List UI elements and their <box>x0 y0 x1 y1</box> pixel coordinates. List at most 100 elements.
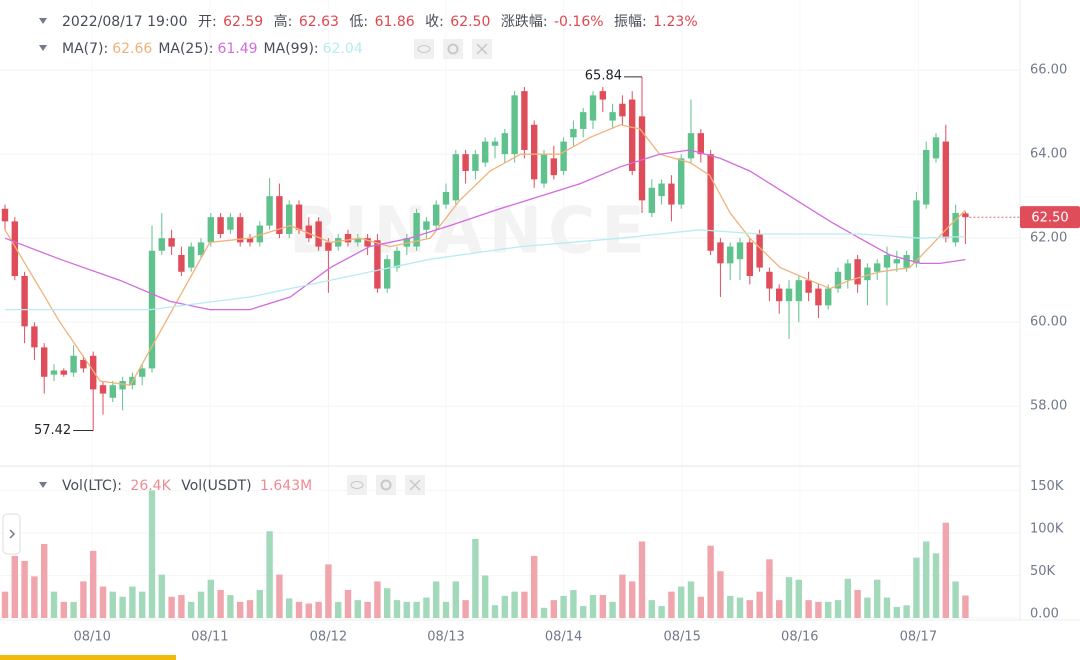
volume-bar <box>227 595 234 618</box>
candle-body <box>521 91 528 150</box>
volume-bar <box>335 601 342 618</box>
candle-body <box>638 116 646 201</box>
volume-bar <box>942 522 950 618</box>
x-tick-label: 08/12 <box>310 630 347 645</box>
volume-bar <box>609 601 616 618</box>
volume-bar <box>286 598 293 618</box>
volume-bar <box>580 606 587 618</box>
volume-bar <box>442 601 450 618</box>
volume-bar <box>893 606 901 618</box>
eye-button[interactable] <box>414 39 434 59</box>
volume-bar <box>746 600 754 618</box>
volume-bar <box>433 581 440 618</box>
side-toggle[interactable] <box>2 513 21 555</box>
candle-body <box>491 141 499 146</box>
volume-bar <box>521 591 528 618</box>
volume-bar <box>756 591 763 618</box>
eye-button[interactable] <box>347 475 367 495</box>
volume-bar <box>31 576 38 618</box>
settings-button[interactable] <box>443 39 463 59</box>
volume-bar <box>119 596 126 618</box>
volume-bar <box>599 595 607 618</box>
candle-body <box>315 221 322 247</box>
volume-bar <box>717 571 724 618</box>
volume-bar <box>99 586 107 618</box>
candle-body <box>785 288 793 302</box>
candle-body <box>40 347 48 377</box>
volume-bar <box>11 555 18 618</box>
x-tick-label: 08/16 <box>781 630 818 645</box>
candle-body <box>511 95 518 155</box>
candle-body <box>325 242 332 251</box>
volume-bar <box>913 557 920 618</box>
x-tick-label: 08/17 <box>900 630 937 645</box>
volume-bar <box>178 595 185 618</box>
volume-bar <box>638 541 646 618</box>
candle-body <box>913 200 920 264</box>
vol-legend-name: Vol(LTC): <box>62 478 122 494</box>
candle-body <box>482 141 489 163</box>
candle-body <box>227 217 234 230</box>
collapse-icon[interactable] <box>39 45 47 51</box>
volume-bar <box>619 574 626 618</box>
y-tick-label: 62.00 <box>1030 231 1067 246</box>
candle-body <box>531 124 538 180</box>
candle-body <box>834 271 842 289</box>
candle-body <box>589 95 597 121</box>
candle-body <box>197 242 205 255</box>
candle-body <box>423 221 430 230</box>
candle-body <box>413 212 420 247</box>
volume-bar <box>305 603 313 618</box>
candle-body <box>217 217 224 234</box>
candle-body <box>815 288 822 306</box>
volume-bar <box>158 574 166 618</box>
candle-body <box>393 250 401 268</box>
candle-body <box>678 158 685 205</box>
volume-bar <box>1 591 9 618</box>
collapse-icon[interactable] <box>39 18 47 24</box>
ma-legend: MA(7): 62.66 MA(25): 61.49 MA(99): 62.04 <box>62 41 363 57</box>
candle-body <box>256 225 264 243</box>
x-tick-label: 08/14 <box>545 630 582 645</box>
settings-button[interactable] <box>376 475 396 495</box>
candle-body <box>89 355 97 390</box>
candle-body <box>295 204 303 230</box>
candle-body <box>99 385 107 394</box>
volume-bar <box>197 591 205 618</box>
amplitude-label: 振幅: <box>614 14 647 30</box>
candle-body <box>119 380 126 390</box>
scroll-indicator[interactable] <box>0 655 176 660</box>
candle-body <box>60 370 67 375</box>
volume-bar <box>864 597 871 618</box>
candle-body <box>707 154 714 251</box>
volume-bar <box>501 595 509 618</box>
collapse-icon[interactable] <box>39 482 47 488</box>
candle-body <box>158 238 166 251</box>
volume-bar <box>727 595 734 618</box>
ma-legend-name: MA(7): <box>62 41 108 57</box>
x-tick-label: 08/13 <box>427 630 464 645</box>
candle-body <box>109 385 116 398</box>
volume-bar <box>109 591 116 618</box>
candle-body <box>286 204 293 234</box>
volume-bar <box>854 589 861 618</box>
volume-bar <box>276 574 283 618</box>
volume-bar <box>550 600 558 618</box>
low-value: 61.86 <box>375 14 415 30</box>
volume-bar <box>50 591 58 618</box>
volume-bar <box>795 579 803 618</box>
candle-body <box>139 368 146 377</box>
low-label: 低: <box>349 14 368 30</box>
volume-bar <box>707 545 714 618</box>
candle-body <box>776 288 783 302</box>
volume-bar <box>648 600 656 618</box>
volume-bar <box>844 578 852 618</box>
volume-bar <box>21 561 28 618</box>
candle-body <box>433 204 440 226</box>
candle-body <box>472 154 479 171</box>
low-marker-label: 57.42 <box>34 423 71 438</box>
candle-body <box>629 99 636 171</box>
volume-bar <box>344 589 352 618</box>
